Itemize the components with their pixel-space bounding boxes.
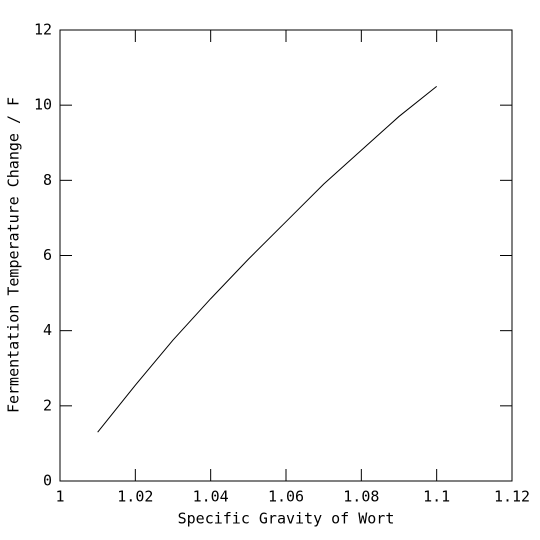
y-tick-label: 10	[34, 96, 52, 114]
y-tick-label: 2	[43, 396, 52, 414]
y-tick-label: 12	[34, 21, 52, 39]
y-tick-label: 8	[43, 171, 52, 189]
x-tick-label: 1.08	[343, 488, 379, 506]
x-axis-label: Specific Gravity of Wort	[178, 510, 395, 528]
y-tick-label: 6	[43, 246, 52, 264]
y-tick-label: 4	[43, 321, 52, 339]
plot-frame	[59, 29, 513, 482]
y-axis-label: Fermentation Temperature Change / F	[5, 97, 23, 413]
x-tick-label: 1.06	[268, 488, 304, 506]
x-tick-label: 1.1	[423, 488, 450, 506]
y-tick-label: 0	[43, 472, 52, 490]
x-tick-label: 1.02	[117, 488, 153, 506]
x-tick-label: 1.12	[494, 488, 530, 506]
x-tick-label: 1.04	[193, 488, 229, 506]
x-tick-label: 1	[55, 488, 64, 506]
data-line	[97, 85, 437, 433]
